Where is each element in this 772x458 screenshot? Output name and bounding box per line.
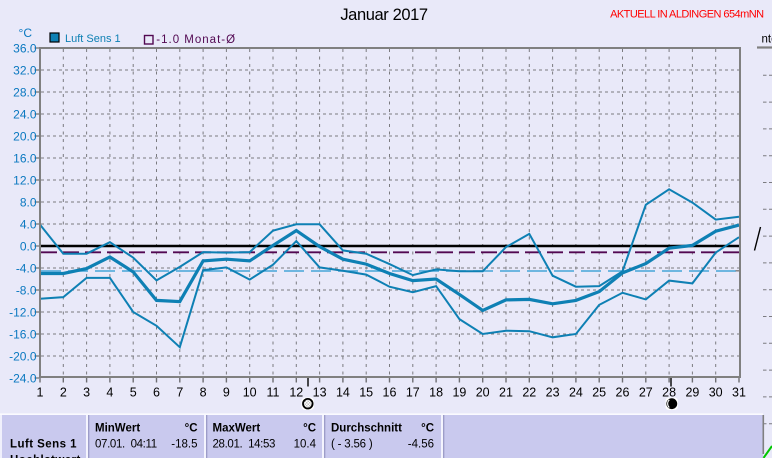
svg-text:20: 20	[476, 386, 490, 400]
svg-text:21: 21	[499, 386, 513, 400]
svg-text:MinWert: MinWert	[95, 423, 140, 435]
svg-text:28.0: 28.0	[13, 85, 37, 99]
svg-text:16.0: 16.0	[13, 151, 37, 165]
svg-text:10: 10	[243, 386, 257, 400]
svg-text:3: 3	[83, 386, 90, 400]
svg-text:Luft Sens 1: Luft Sens 1	[65, 33, 121, 45]
svg-text:15: 15	[359, 386, 373, 400]
svg-text:-20.0: -20.0	[9, 349, 37, 363]
svg-text:13: 13	[313, 386, 327, 400]
svg-text:16: 16	[383, 386, 397, 400]
svg-text:28: 28	[662, 386, 676, 400]
svg-text:11: 11	[267, 386, 280, 400]
svg-text:°C: °C	[303, 423, 316, 435]
svg-text:12: 12	[289, 386, 303, 400]
svg-text:-24.0: -24.0	[9, 371, 37, 385]
svg-text:-4.56: -4.56	[408, 439, 434, 451]
svg-text:Durchschnitt: Durchschnitt	[331, 423, 402, 435]
svg-text:24.0: 24.0	[13, 107, 37, 121]
svg-text:10.4: 10.4	[294, 439, 317, 451]
svg-text:-12.0: -12.0	[9, 305, 37, 319]
svg-text:MaxWert: MaxWert	[213, 423, 261, 435]
svg-text:Luft Sens 1: Luft Sens 1	[10, 439, 77, 451]
svg-text:17: 17	[406, 386, 420, 400]
svg-text:AKTUELL IN ALDINGEN 654mNN: AKTUELL IN ALDINGEN 654mNN	[610, 9, 764, 21]
svg-text:32.0: 32.0	[13, 63, 37, 77]
svg-text:31: 31	[732, 386, 746, 400]
svg-text:23: 23	[546, 386, 560, 400]
svg-text:18: 18	[429, 386, 443, 400]
svg-text:29: 29	[685, 386, 699, 400]
svg-text:1: 1	[37, 386, 44, 400]
svg-text:-4.0: -4.0	[16, 261, 37, 275]
svg-text:5: 5	[130, 386, 137, 400]
svg-text:07.01. 04:11: 07.01. 04:11	[95, 439, 157, 451]
svg-text:-8.0: -8.0	[16, 283, 37, 297]
svg-text:24: 24	[569, 386, 583, 400]
svg-text:4: 4	[106, 386, 113, 400]
svg-text:°C: °C	[421, 423, 434, 435]
svg-text:8.0: 8.0	[20, 195, 37, 209]
svg-text:-16.0: -16.0	[9, 327, 37, 341]
svg-text:nte: nte	[762, 34, 772, 46]
svg-text:7: 7	[176, 386, 183, 400]
svg-text:26: 26	[616, 386, 630, 400]
svg-text:2: 2	[60, 386, 67, 400]
svg-text:°C: °C	[19, 26, 33, 40]
svg-text:19: 19	[452, 386, 466, 400]
svg-text:30: 30	[709, 386, 723, 400]
svg-text:22: 22	[522, 386, 536, 400]
svg-text:Hochlstwert: Hochlstwert	[10, 455, 81, 458]
svg-text:25: 25	[592, 386, 606, 400]
svg-text:8: 8	[200, 386, 207, 400]
svg-text:0.0: 0.0	[20, 239, 37, 253]
svg-text:27: 27	[639, 386, 653, 400]
svg-text:( - 3.56 ): ( - 3.56 )	[331, 439, 373, 451]
svg-text:20.0: 20.0	[13, 129, 37, 143]
svg-text:Januar 2017: Januar 2017	[340, 6, 428, 24]
svg-text:36.0: 36.0	[13, 41, 37, 55]
svg-text:4.0: 4.0	[20, 217, 37, 231]
svg-text:12.0: 12.0	[13, 173, 37, 187]
svg-text:6: 6	[153, 386, 160, 400]
svg-text:9: 9	[223, 386, 230, 400]
svg-text:°C: °C	[185, 423, 198, 435]
svg-text:14: 14	[336, 386, 350, 400]
svg-text:-1.0 Monat-Ø: -1.0 Monat-Ø	[156, 34, 236, 46]
svg-text:28.01. 14:53: 28.01. 14:53	[213, 439, 276, 451]
svg-text:-18.5: -18.5	[171, 439, 197, 451]
